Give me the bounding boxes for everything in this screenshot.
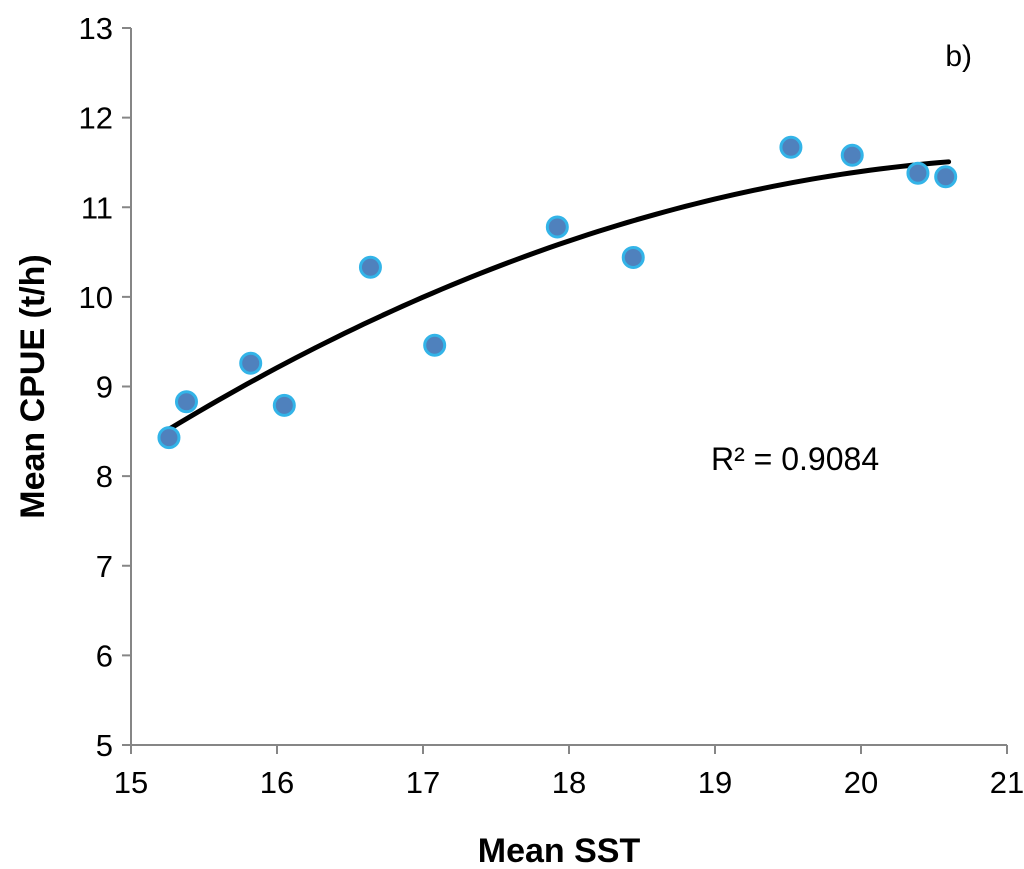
y-tick-label: 12 bbox=[79, 101, 113, 136]
x-tick-label: 20 bbox=[844, 765, 878, 800]
y-tick-label: 10 bbox=[79, 280, 113, 315]
y-tick-label: 5 bbox=[96, 728, 113, 763]
data-point bbox=[272, 393, 296, 417]
y-tick-label: 6 bbox=[96, 638, 113, 673]
x-tick-label: 17 bbox=[406, 765, 440, 800]
y-tick-label: 13 bbox=[79, 11, 113, 46]
data-point bbox=[906, 161, 930, 185]
x-tick-label: 21 bbox=[990, 765, 1024, 800]
y-tick-label: 9 bbox=[96, 370, 113, 405]
x-tick-label: 18 bbox=[552, 765, 586, 800]
labels-layer: Mean SST Mean CPUE (t/h) b) R² = 0.9084 bbox=[14, 40, 972, 869]
panel-label: b) bbox=[945, 40, 972, 73]
y-tick-label: 8 bbox=[96, 459, 113, 494]
x-tick-label: 19 bbox=[698, 765, 732, 800]
y-tick-label: 11 bbox=[81, 190, 113, 225]
axes: 5 6 7 8 9 10 11 12 13 15 16 17 18 19 20 21 bbox=[79, 11, 1024, 800]
y-tick-label: 7 bbox=[96, 549, 113, 584]
r-squared-annotation: R² = 0.9084 bbox=[711, 441, 879, 477]
data-point bbox=[239, 351, 263, 375]
x-tick-label: 15 bbox=[114, 765, 148, 800]
data-point bbox=[779, 135, 803, 159]
data-point bbox=[840, 143, 864, 167]
trendline-curve bbox=[166, 159, 952, 432]
data-point bbox=[934, 165, 958, 189]
trendline-layer bbox=[166, 159, 952, 432]
x-tick-label: 16 bbox=[260, 765, 294, 800]
y-axis-title: Mean CPUE (t/h) bbox=[14, 254, 52, 518]
points-layer bbox=[157, 135, 958, 450]
data-point bbox=[157, 426, 181, 450]
x-axis-title: Mean SST bbox=[478, 832, 641, 869]
data-point bbox=[545, 215, 569, 239]
data-point bbox=[621, 245, 645, 269]
data-point bbox=[423, 333, 447, 357]
data-point bbox=[358, 255, 382, 279]
data-point bbox=[174, 390, 198, 414]
